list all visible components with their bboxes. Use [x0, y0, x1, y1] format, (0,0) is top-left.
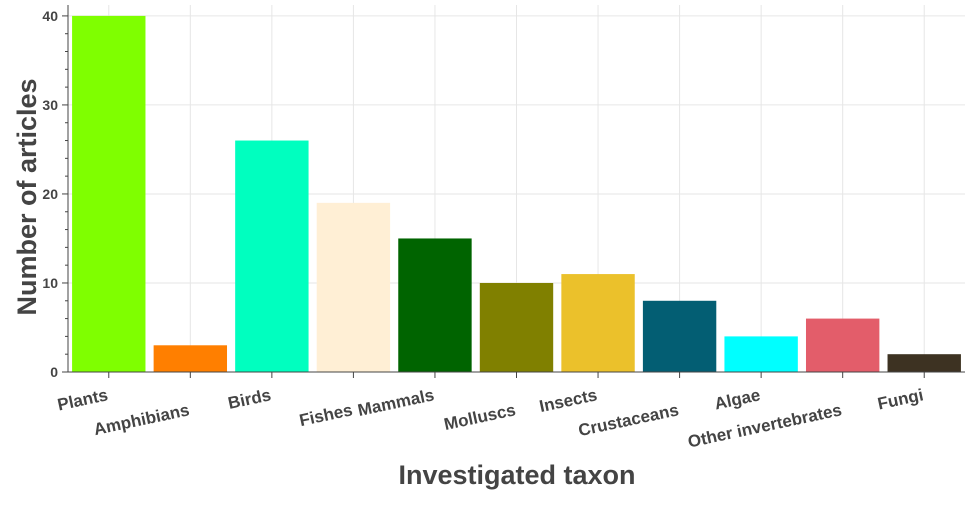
- bar-mammals: [398, 238, 472, 372]
- x-tick-label: Molluscs: [442, 400, 517, 434]
- x-tick-label: Amphibians: [92, 400, 191, 439]
- x-tick-label: Insects: [538, 385, 599, 416]
- x-tick-label: Fungi: [876, 385, 925, 413]
- y-tick-label: 40: [42, 8, 58, 24]
- bars: [72, 15, 961, 373]
- x-tick-label: Fishes: [298, 400, 355, 430]
- bar-crustaceans: [642, 300, 717, 372]
- x-axis-title: Investigated taxon: [398, 460, 635, 490]
- x-tick-label: Mammals: [356, 385, 436, 420]
- y-tick-label: 30: [42, 97, 58, 113]
- x-tick-label: Algae: [713, 385, 762, 413]
- bar-other-invertebrates: [805, 318, 880, 372]
- y-tick-label: 10: [42, 275, 58, 291]
- axes: [62, 5, 965, 378]
- bar-algae: [724, 336, 798, 372]
- bar-molluscs: [479, 282, 554, 372]
- bar-fungi: [887, 354, 961, 372]
- x-tick-label: Crustaceans: [577, 400, 681, 440]
- bar-insects: [561, 274, 635, 372]
- x-tick-label: Other invertebrates: [686, 400, 843, 451]
- bar-amphibians: [153, 345, 228, 372]
- x-tick-label: Birds: [226, 385, 272, 413]
- y-axis-title: Number of articles: [12, 78, 42, 315]
- y-tick-label: 0: [50, 364, 58, 380]
- bar-plants: [72, 15, 146, 373]
- x-tick-label: Plants: [56, 385, 110, 414]
- y-tick-label: 20: [42, 186, 58, 202]
- bar-birds: [235, 140, 309, 372]
- bar-fishes: [316, 202, 391, 372]
